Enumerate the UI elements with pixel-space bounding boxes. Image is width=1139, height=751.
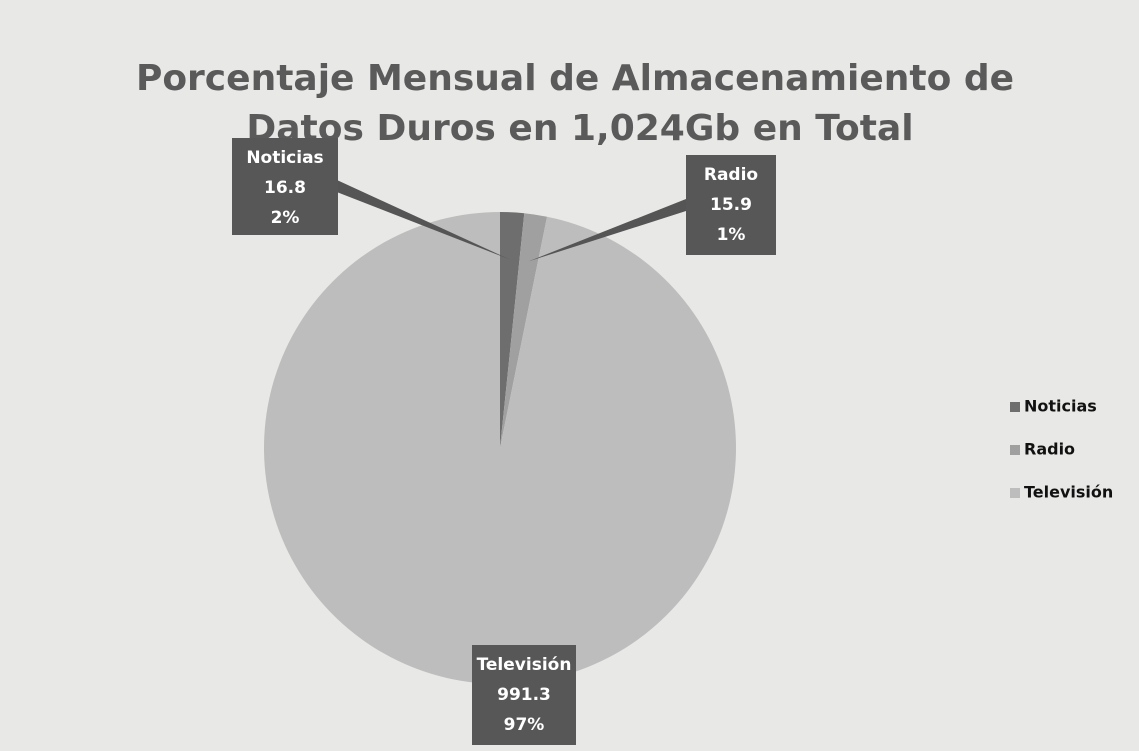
legend-label: Televisión (1024, 483, 1113, 502)
leader-line (528, 199, 686, 262)
legend-swatch (1010, 488, 1020, 498)
data-label: Televisión (477, 655, 572, 675)
data-label: Radio (704, 165, 758, 185)
data-label: Noticias (246, 148, 323, 168)
legend-swatch (1010, 402, 1020, 412)
data-label: 1% (717, 225, 746, 245)
data-label: 2% (271, 208, 300, 228)
data-label: 991.3 (497, 685, 551, 705)
legend-swatch (1010, 445, 1020, 455)
pie-slice (500, 213, 548, 448)
data-label-box (472, 645, 576, 745)
legend-label: Radio (1024, 440, 1075, 459)
data-label: 97% (504, 715, 545, 735)
data-label-box (232, 138, 338, 235)
chart-title: Porcentaje Mensual de Almacenamiento de (136, 58, 1014, 99)
chart-title: Datos Duros en 1,024Gb en Total (246, 108, 913, 149)
legend-label: Noticias (1024, 397, 1097, 416)
pie-slice (263, 211, 736, 684)
data-label-box (686, 155, 776, 255)
data-label: 16.8 (264, 178, 306, 198)
leader-line (338, 180, 510, 260)
data-label: 15.9 (710, 195, 752, 215)
pie-slice (500, 212, 525, 448)
